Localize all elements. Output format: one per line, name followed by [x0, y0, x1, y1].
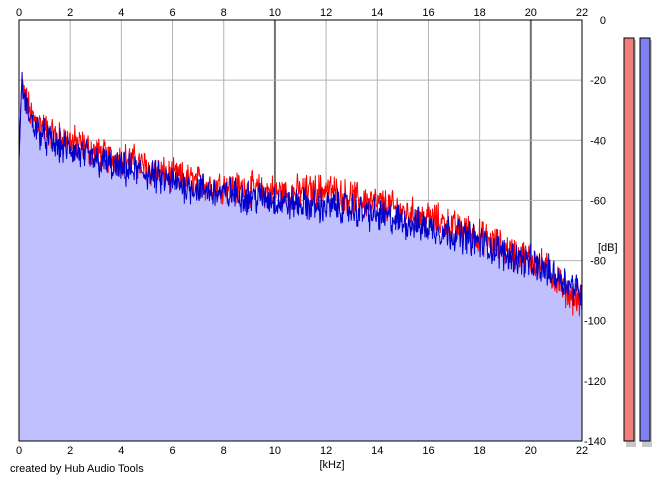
y-axis-label: [dB] — [598, 242, 618, 254]
meter-bar — [623, 37, 635, 442]
x-tick-label-top: 12 — [320, 7, 332, 19]
x-axis-label: [kHz] — [319, 459, 344, 471]
x-ticks-bottom: 0 2 4 6 8 10 12 14 16 18 20 22 — [16, 445, 588, 457]
y-tick-label: 0 — [600, 15, 606, 27]
y-tick-label: -60 — [590, 195, 606, 207]
x-tick-label-top: 2 — [67, 7, 73, 19]
x-tick-label-top: 14 — [371, 7, 383, 19]
x-tick-label-top: 0 — [16, 7, 22, 19]
x-tick-label-bottom: 18 — [474, 445, 486, 457]
meter-bar — [639, 37, 651, 442]
y-ticks: 0 -20 -40 -60 -80 -100 -120 -140 — [584, 15, 606, 448]
x-tick-label-top: 16 — [422, 7, 434, 19]
y-tick-label: -140 — [584, 436, 606, 448]
x-tick-label-top: 22 — [576, 7, 588, 19]
x-tick-label-top: 18 — [474, 7, 486, 19]
x-tick-label-bottom: 6 — [169, 445, 175, 457]
series-lines — [18, 71, 583, 317]
x-tick-label-bottom: 20 — [525, 445, 537, 457]
y-tick-label: -100 — [584, 316, 606, 328]
x-tick-label-top: 20 — [525, 7, 537, 19]
credit-text: created by Hub Audio Tools — [10, 463, 144, 475]
x-tick-label-bottom: 8 — [221, 445, 227, 457]
plot-frame — [18, 19, 583, 442]
x-tick-label-top: 6 — [169, 7, 175, 19]
x-tick-label-bottom: 22 — [576, 445, 588, 457]
y-tick-label: -20 — [590, 75, 606, 87]
spectrum-area — [19, 72, 582, 441]
x-ticks-top: 0 2 4 6 8 10 12 14 16 18 20 22 — [16, 7, 588, 19]
x-tick-label-bottom: 16 — [422, 445, 434, 457]
x-tick-label-bottom: 12 — [320, 445, 332, 457]
x-tick-label-top: 4 — [118, 7, 124, 19]
x-tick-label-bottom: 10 — [269, 445, 281, 457]
x-tick-label-top: 8 — [221, 7, 227, 19]
y-tick-label: -40 — [590, 135, 606, 147]
x-tick-label-bottom: 14 — [371, 445, 383, 457]
x-tick-label-top: 10 — [269, 7, 281, 19]
spectrum-fill — [19, 72, 582, 441]
y-tick-label: -80 — [590, 256, 606, 268]
y-tick-label: -120 — [584, 376, 606, 388]
x-tick-label-bottom: 0 — [16, 445, 22, 457]
level-meters — [623, 37, 652, 447]
x-tick-label-bottom: 4 — [118, 445, 124, 457]
series-line-blue — [18, 71, 583, 306]
x-tick-label-bottom: 2 — [67, 445, 73, 457]
